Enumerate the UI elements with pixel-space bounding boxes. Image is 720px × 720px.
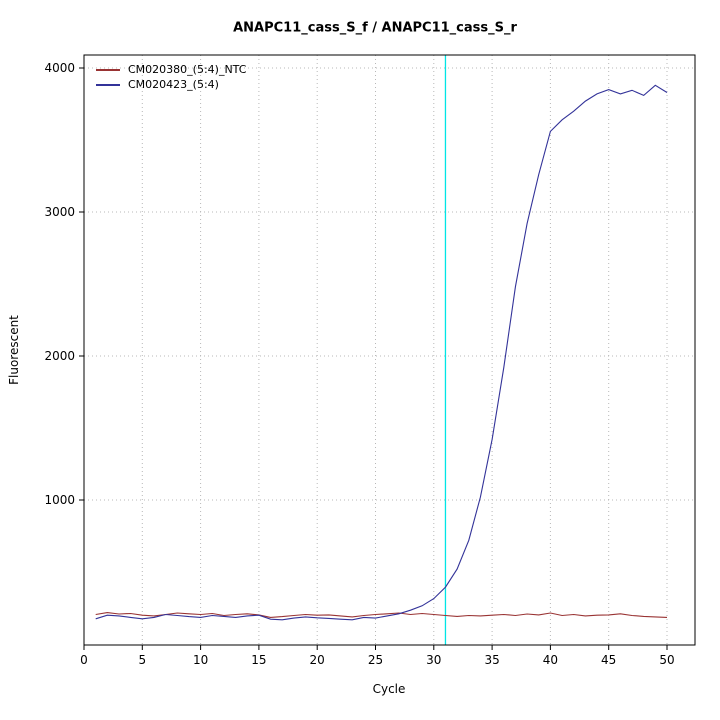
legend-item-ntc: CM020380_(5:4)_NTC bbox=[96, 62, 246, 77]
y-tick-label: 4000 bbox=[44, 61, 75, 75]
ntc-line-swatch bbox=[96, 68, 120, 71]
x-tick-label: 45 bbox=[601, 653, 616, 667]
legend-item-sample: CM020423_(5:4) bbox=[96, 77, 246, 92]
legend-label-sample: CM020423_(5:4) bbox=[128, 78, 219, 91]
y-tick-label: 1000 bbox=[44, 493, 75, 507]
x-tick-label: 0 bbox=[80, 653, 88, 667]
x-tick-label: 20 bbox=[310, 653, 325, 667]
ntc-series-line bbox=[95, 612, 668, 618]
legend-label-ntc: CM020380_(5:4)_NTC bbox=[128, 63, 247, 76]
plot-border bbox=[83, 54, 696, 646]
x-tick-label: 25 bbox=[368, 653, 383, 667]
y-tick-label: 3000 bbox=[44, 205, 75, 219]
chart-title: ANAPC11_cass_S_f / ANAPC11_cass_S_r bbox=[233, 20, 517, 36]
x-tick-label: 30 bbox=[426, 653, 441, 667]
x-tick-label: 35 bbox=[484, 653, 499, 667]
y-tick-label: 2000 bbox=[44, 349, 75, 363]
sample-series-line bbox=[95, 84, 668, 621]
legend: CM020380_(5:4)_NTC CM020423_(5:4) bbox=[96, 62, 246, 92]
x-tick-label: 15 bbox=[251, 653, 266, 667]
x-tick-label: 10 bbox=[193, 653, 208, 667]
sample-line-swatch bbox=[96, 83, 120, 86]
x-tick-label: 40 bbox=[543, 653, 558, 667]
x-axis-label: Cycle bbox=[372, 682, 406, 696]
x-tick-label: 50 bbox=[659, 653, 674, 667]
x-tick-label: 5 bbox=[138, 653, 146, 667]
